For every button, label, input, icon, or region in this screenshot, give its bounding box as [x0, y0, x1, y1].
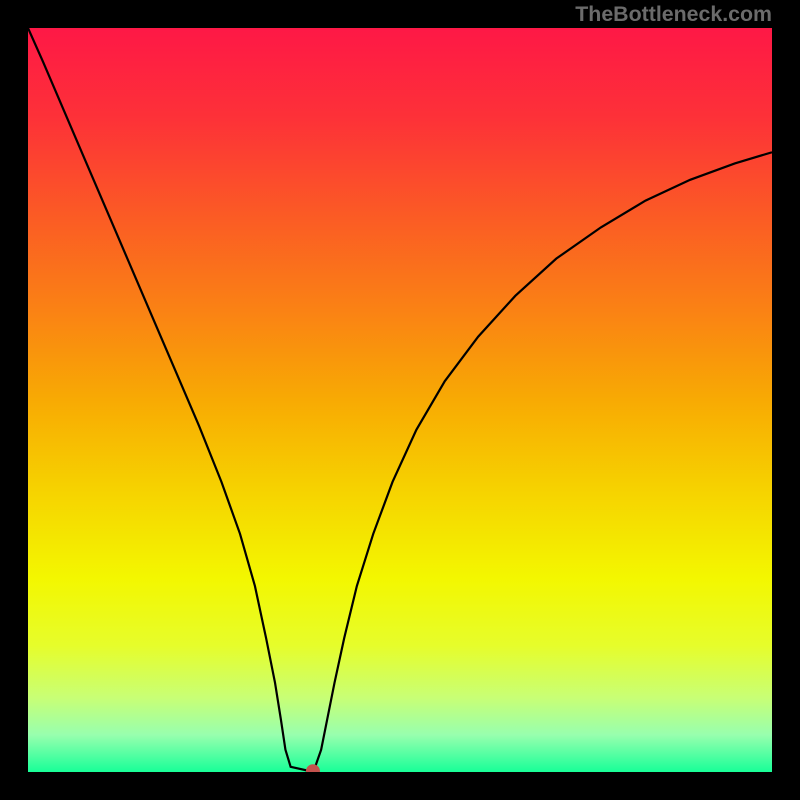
bottleneck-curve [28, 28, 772, 772]
chart-frame: TheBottleneck.com [0, 0, 800, 800]
minimum-marker [306, 764, 320, 772]
curve-path [28, 28, 772, 771]
watermark-text: TheBottleneck.com [575, 2, 772, 27]
